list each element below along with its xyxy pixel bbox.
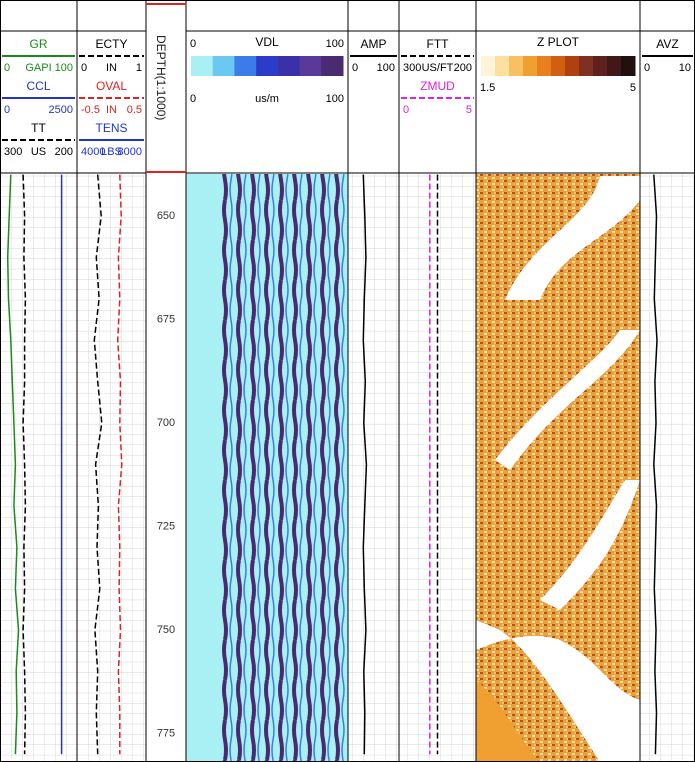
colorbar-cell: [299, 56, 322, 76]
curve-title: GR: [30, 37, 48, 51]
scale-right: 100: [377, 62, 395, 74]
colorbar-cell: [607, 56, 622, 76]
colorbar-cell: [537, 56, 552, 76]
scale-right: 10: [679, 62, 691, 74]
scale-unit: IN: [106, 104, 117, 116]
scale-unit: us/m: [255, 93, 279, 105]
depth-label: 700: [157, 417, 175, 429]
colorbar-cell: [234, 56, 257, 76]
scale-left: 300: [403, 62, 421, 74]
colorbar-cell: [191, 56, 214, 76]
curve: [116, 174, 123, 755]
depth-title: DEPTH(1:1000): [154, 35, 168, 120]
grid-track: [348, 174, 476, 762]
depth-label: 650: [157, 210, 175, 222]
colorbar-cell: [621, 56, 636, 76]
colorbar-cell: [321, 56, 344, 76]
scale-left: -0.5: [81, 104, 100, 116]
depth-label: 675: [157, 313, 175, 325]
scale-left: 0: [403, 104, 409, 116]
scale-unit: LBS: [101, 146, 122, 158]
depth-label: 775: [157, 727, 175, 739]
colorbar-cell: [579, 56, 594, 76]
curve-title: TENS: [95, 121, 127, 135]
scale-right: 100: [55, 62, 73, 74]
scale-right: 8000: [118, 146, 142, 158]
curve: [6, 174, 20, 755]
scale-right: 2500: [49, 104, 73, 116]
colorbar-cell: [481, 56, 496, 76]
scale-left: 0: [4, 104, 10, 116]
curve-title: Z PLOT: [537, 35, 580, 49]
scale-left: 0: [190, 93, 196, 105]
curve-title: AMP: [360, 37, 386, 51]
colorbar-cell: [277, 56, 301, 76]
scale-left: 0: [644, 62, 650, 74]
zplot-light: [540, 480, 640, 610]
curve-title: ECTY: [95, 37, 127, 51]
scale-right: 200: [454, 62, 472, 74]
colorbar-cell: [593, 56, 608, 76]
curve-title: AVZ: [656, 37, 678, 51]
colorbar-cell: [256, 56, 279, 76]
colorbar-cell: [509, 56, 524, 76]
colorbar-cell: [523, 56, 538, 76]
scale-right: 100: [326, 93, 344, 105]
zplot-light: [505, 176, 640, 300]
curve-title: FTT: [427, 37, 450, 51]
curve-title: TT: [31, 121, 46, 135]
scale-right: 5: [630, 82, 636, 94]
colorbar-cell: [495, 56, 510, 76]
scale-right: 1: [136, 62, 142, 74]
vdl-image: [222, 174, 348, 762]
zplot-dark: [476, 680, 540, 762]
curve: [653, 174, 658, 755]
scale-left: 4000: [81, 146, 105, 158]
curve-title: OVAL: [96, 79, 127, 93]
curve: [362, 174, 368, 755]
scale-unit: US/FT: [422, 62, 454, 74]
scale-left: 0: [352, 62, 358, 74]
scale-right: 100: [326, 38, 344, 50]
zplot-light: [476, 620, 640, 762]
depth-label: 750: [157, 624, 175, 636]
scale-left: 300: [4, 146, 22, 158]
curve-title: ZMUD: [420, 79, 455, 93]
grid-track: [0, 174, 146, 762]
curve: [22, 174, 27, 755]
curve-title: CCL: [26, 79, 50, 93]
depth-label: 725: [157, 520, 175, 532]
scale-left: 0: [81, 62, 87, 74]
colorbar-cell: [565, 56, 580, 76]
colorbar-cell: [551, 56, 566, 76]
curve: [93, 174, 103, 755]
scale-unit: IN: [106, 62, 117, 74]
scale-right: 200: [55, 146, 73, 158]
colorbar-cell: [212, 56, 235, 76]
curve-title: VDL: [255, 35, 279, 49]
scale-left: 0: [190, 38, 196, 50]
grid-track: [640, 174, 695, 762]
zplot-light: [495, 330, 640, 470]
scale-unit: GAPI: [25, 62, 51, 74]
scale-left: 1.5: [480, 82, 495, 94]
scale-right: 5: [466, 104, 472, 116]
scale-right: 0.5: [127, 104, 142, 116]
scale-unit: US: [31, 146, 46, 158]
scale-left: 0: [4, 62, 10, 74]
